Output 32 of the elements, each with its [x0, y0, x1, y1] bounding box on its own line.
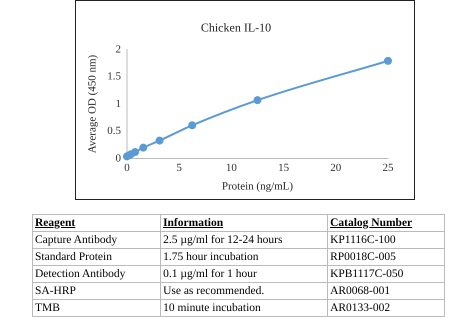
y-tick-label: 2	[115, 43, 121, 56]
text: 1.75 hour incubation	[160, 248, 328, 266]
text: Detection Antibody	[32, 266, 161, 282]
text: Use as recommended.	[160, 282, 328, 300]
text: AR0133-002	[328, 300, 444, 316]
y-tick-label: 1	[115, 98, 121, 110]
text: Reagent	[32, 214, 161, 232]
x-axis-title: Protein (ng/mL)	[222, 180, 294, 192]
x-tick-label: 20	[330, 162, 342, 174]
chart-title: Chicken IL-10	[200, 20, 272, 34]
y-tick-label: 0	[115, 152, 122, 164]
x-tick-label: 5	[176, 162, 182, 174]
text: AR0068-001	[328, 282, 444, 300]
x-tick-label: 10	[226, 162, 238, 174]
text: SA-HRP	[32, 282, 161, 300]
text: RP0018C-005	[328, 248, 444, 266]
text: 2.5 µg/ml for 12-24 hours	[160, 232, 328, 248]
text: KPB1117C-050	[328, 266, 444, 282]
x-tick-label: 25	[382, 162, 394, 174]
text: Standard Protein	[32, 248, 161, 266]
y-axis-title: Average OD (450 nm)	[86, 54, 98, 154]
x-tick-label: 0	[124, 162, 130, 174]
text: KP1116C-100	[328, 232, 444, 248]
text: TMB	[32, 300, 161, 316]
text: Capture Antibody	[32, 232, 161, 248]
text: 10 minute incubation	[160, 300, 328, 316]
text: Information	[160, 214, 328, 232]
text: 0.1 µg/ml for 1 hour	[160, 266, 328, 282]
y-tick-label: 1.5	[107, 70, 122, 83]
y-tick-label: 0.5	[107, 125, 122, 138]
x-tick-label: 15	[278, 162, 290, 174]
text: Catalog Number	[328, 214, 444, 232]
